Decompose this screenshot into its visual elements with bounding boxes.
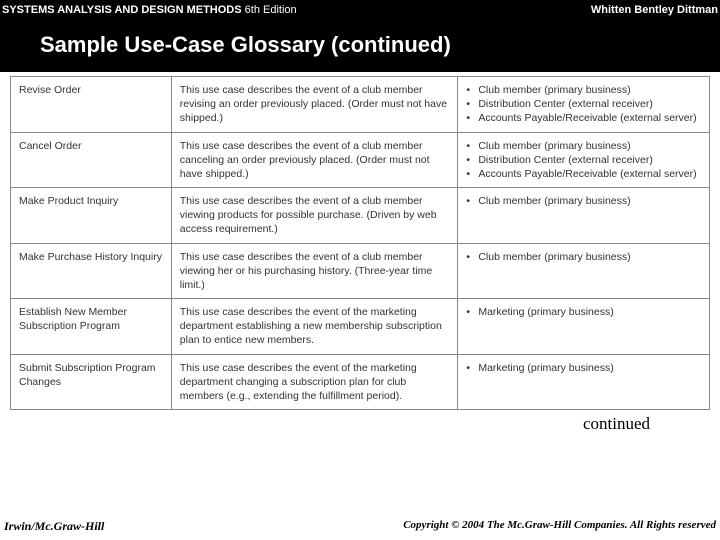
actor-item: Accounts Payable/Receivable (external se… — [466, 111, 701, 125]
table-row: Establish New Member Subscription Progra… — [11, 299, 710, 355]
table-row: Cancel OrderThis use case describes the … — [11, 132, 710, 188]
actor-item: Distribution Center (external receiver) — [466, 97, 701, 111]
table-row: Make Purchase History InquiryThis use ca… — [11, 243, 710, 299]
table-row: Revise OrderThis use case describes the … — [11, 77, 710, 133]
actor-item: Club member (primary business) — [466, 83, 701, 97]
usecase-name: Establish New Member Subscription Progra… — [11, 299, 172, 355]
table-row: Make Product InquiryThis use case descri… — [11, 188, 710, 244]
usecase-name: Submit Subscription Program Changes — [11, 354, 172, 410]
actor-item: Club member (primary business) — [466, 194, 701, 208]
usecase-actors: Club member (primary business)Distributi… — [458, 77, 710, 133]
table-row: Submit Subscription Program ChangesThis … — [11, 354, 710, 410]
slide-title: Sample Use-Case Glossary (continued) — [40, 32, 451, 58]
usecase-description: This use case describes the event of a c… — [171, 243, 458, 299]
footer-copyright: Copyright © 2004 The Mc.Graw-Hill Compan… — [403, 519, 716, 534]
book-title: SYSTEMS ANALYSIS AND DESIGN METHODS 6th … — [2, 4, 297, 16]
usecase-name: Make Product Inquiry — [11, 188, 172, 244]
actor-item: Accounts Payable/Receivable (external se… — [466, 167, 701, 181]
usecase-description: This use case describes the event of the… — [171, 299, 458, 355]
header-bar: SYSTEMS ANALYSIS AND DESIGN METHODS 6th … — [0, 0, 720, 72]
usecase-name: Make Purchase History Inquiry — [11, 243, 172, 299]
glossary-table: Revise OrderThis use case describes the … — [10, 76, 710, 410]
actor-item: Marketing (primary business) — [466, 361, 701, 375]
usecase-name: Revise Order — [11, 77, 172, 133]
usecase-description: This use case describes the event of a c… — [171, 132, 458, 188]
glossary-table-wrap: Revise OrderThis use case describes the … — [0, 72, 720, 410]
usecase-actors: Marketing (primary business) — [458, 354, 710, 410]
actor-item: Club member (primary business) — [466, 250, 701, 264]
usecase-actors: Club member (primary business)Distributi… — [458, 132, 710, 188]
actor-item: Club member (primary business) — [466, 139, 701, 153]
footer-publisher: Irwin/Mc.Graw-Hill — [4, 519, 104, 534]
usecase-description: This use case describes the event of a c… — [171, 77, 458, 133]
authors: Whitten Bentley Dittman — [591, 4, 718, 16]
usecase-actors: Marketing (primary business) — [458, 299, 710, 355]
usecase-actors: Club member (primary business) — [458, 188, 710, 244]
continued-label: continued — [0, 410, 720, 434]
usecase-actors: Club member (primary business) — [458, 243, 710, 299]
usecase-description: This use case describes the event of the… — [171, 354, 458, 410]
actor-item: Marketing (primary business) — [466, 305, 701, 319]
usecase-name: Cancel Order — [11, 132, 172, 188]
footer: Irwin/Mc.Graw-Hill Copyright © 2004 The … — [0, 519, 720, 534]
book-title-text: SYSTEMS ANALYSIS AND DESIGN METHODS — [2, 4, 242, 16]
edition-text: 6th Edition — [245, 4, 297, 16]
actor-item: Distribution Center (external receiver) — [466, 153, 701, 167]
usecase-description: This use case describes the event of a c… — [171, 188, 458, 244]
